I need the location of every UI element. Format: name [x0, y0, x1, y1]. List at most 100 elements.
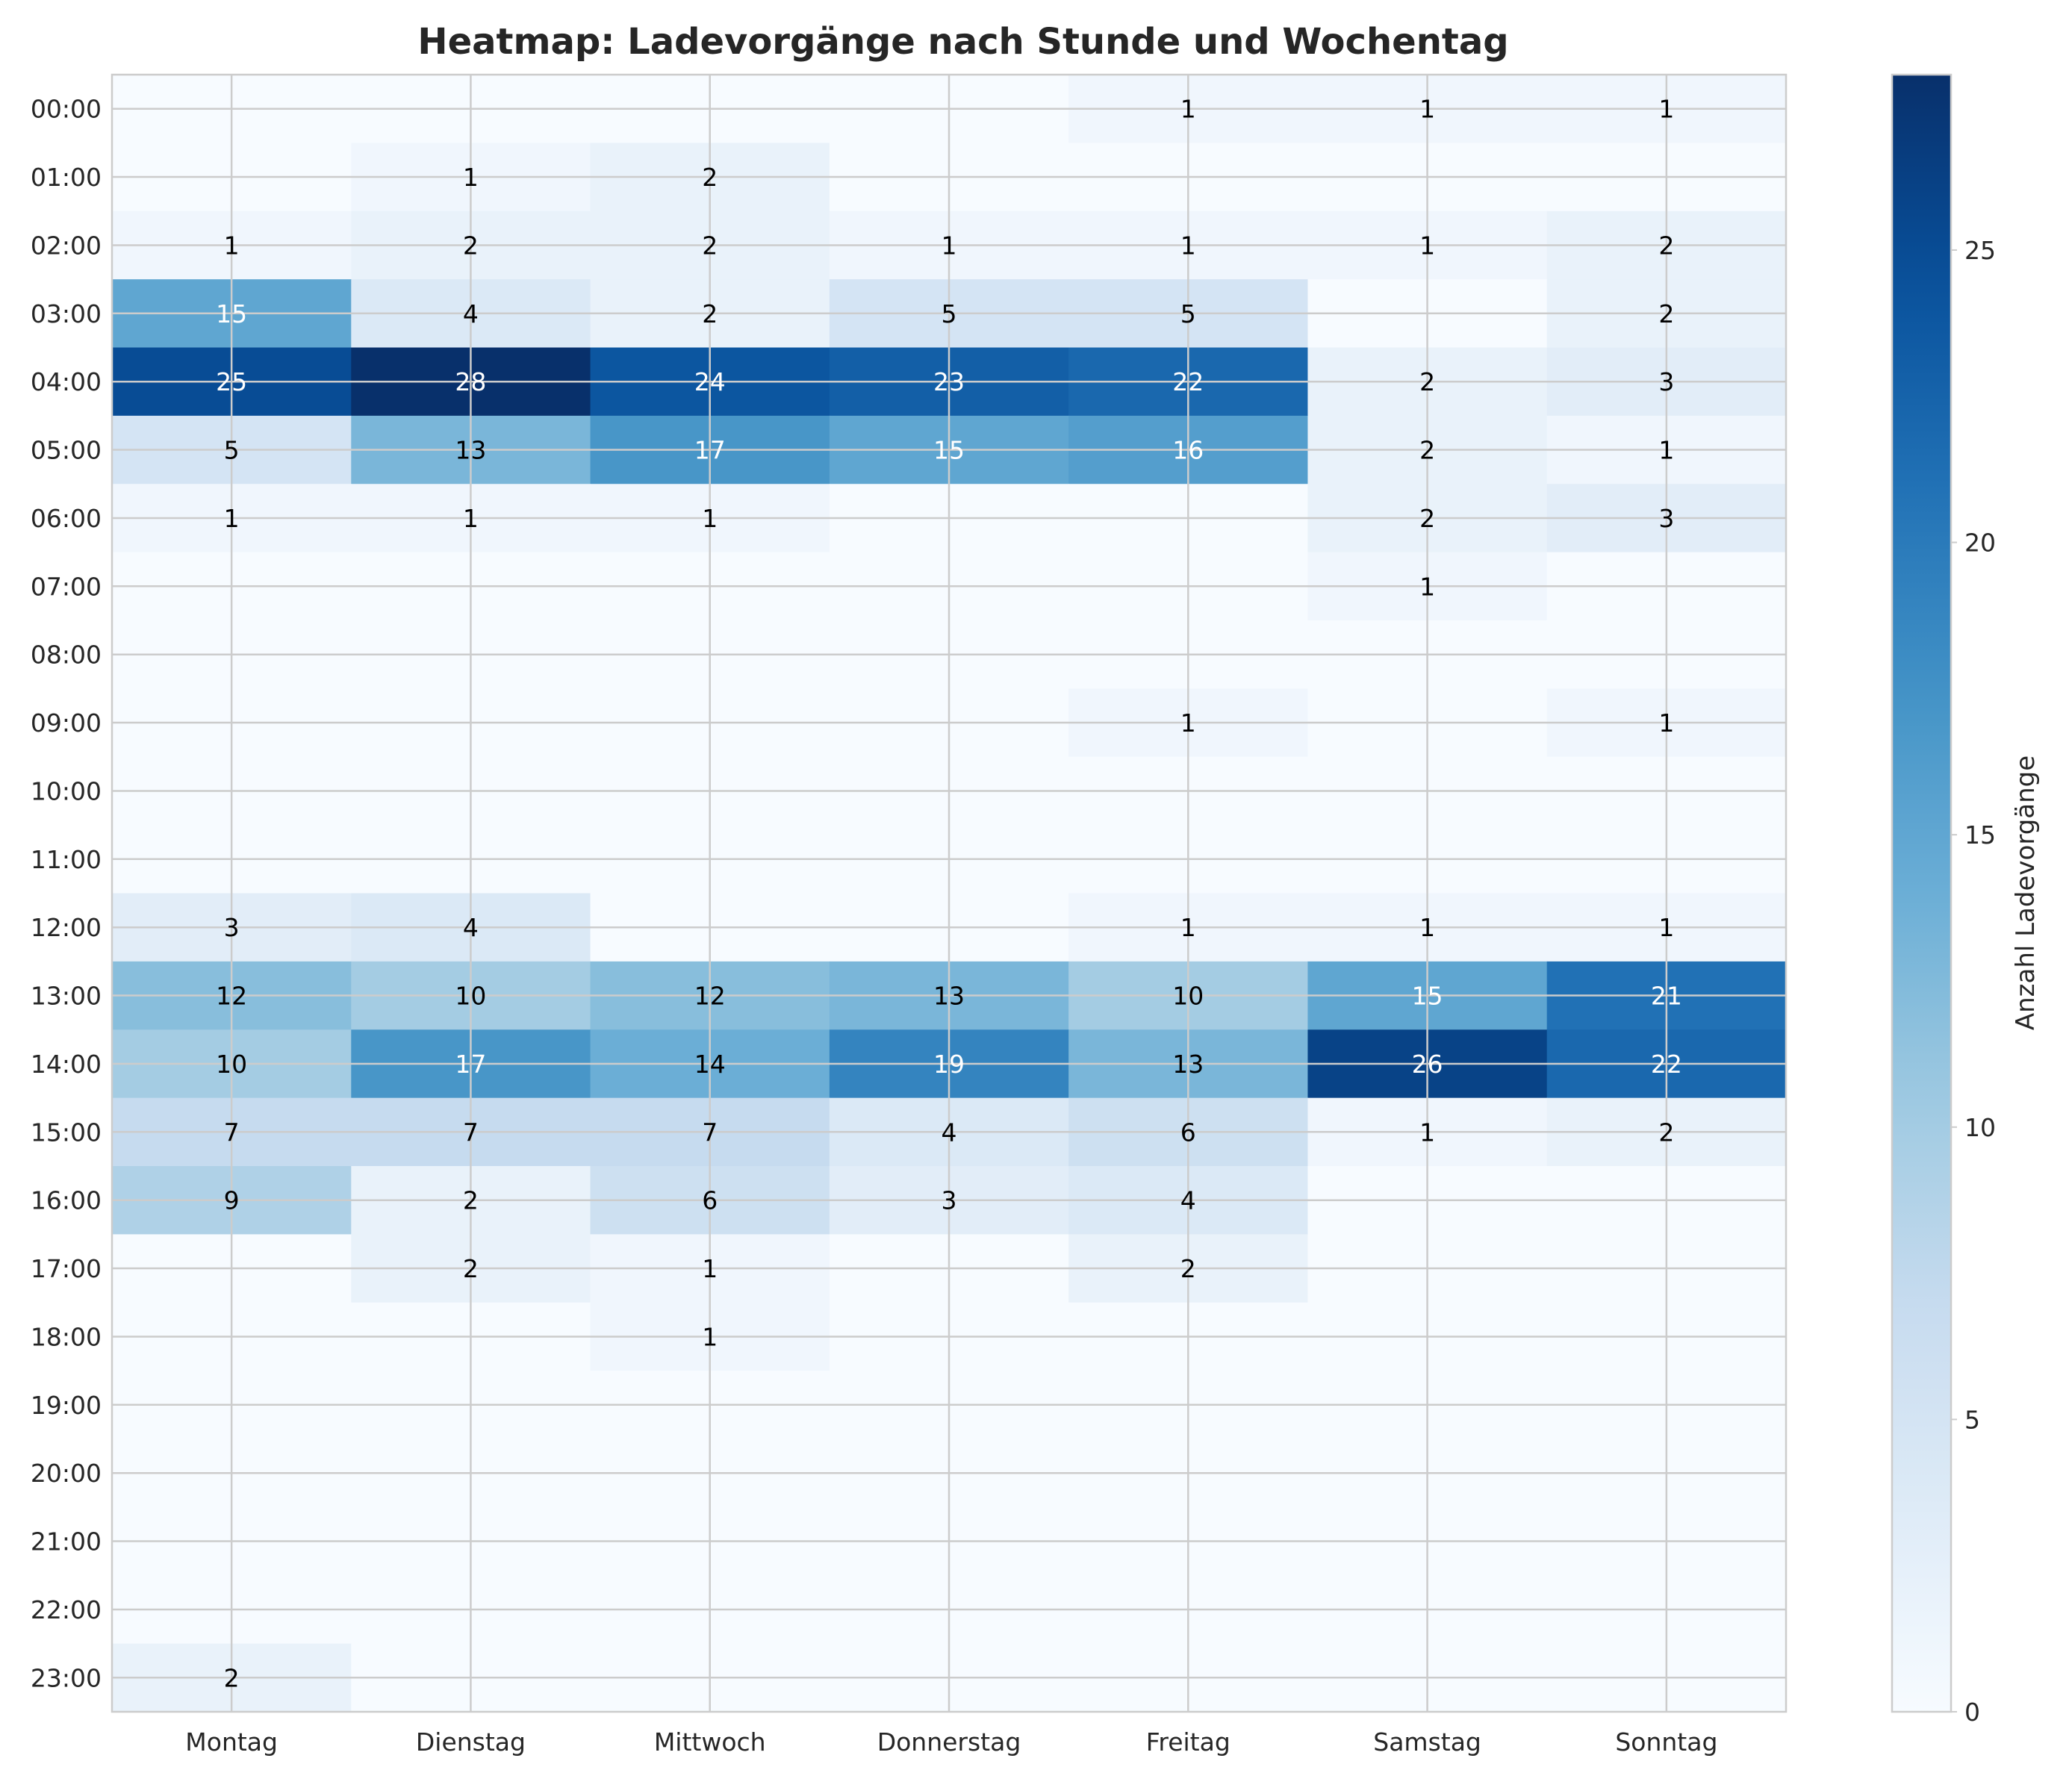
y-tick-label: 14:00 — [31, 1050, 102, 1079]
cell-value-label: 25 — [216, 367, 247, 396]
y-tick-label: 22:00 — [31, 1595, 102, 1624]
y-tick-label: 17:00 — [31, 1254, 102, 1283]
cell-value-label: 1 — [1658, 708, 1674, 738]
y-tick-label: 10:00 — [31, 776, 102, 805]
cell-value-label: 2 — [1180, 1254, 1196, 1283]
cell-value-label: 14 — [694, 1050, 726, 1079]
cell-value-label: 5 — [942, 299, 957, 328]
colorbar-tick-label: 10 — [1964, 1113, 1996, 1142]
cell-value-label: 23 — [933, 367, 965, 396]
colorbar-ticks: 0 5 10 15 20 25 — [1951, 236, 1996, 1727]
cell-value-label: 5 — [1180, 299, 1196, 328]
cell-value-label: 7 — [702, 1118, 718, 1147]
y-tick-label: 21:00 — [31, 1527, 102, 1556]
cell-value-label: 2 — [463, 231, 479, 260]
y-tick-label: 04:00 — [31, 367, 102, 396]
cell-value-label: 1 — [1658, 913, 1674, 942]
y-tick-label: 15:00 — [31, 1118, 102, 1147]
y-tick-label: 12:00 — [31, 913, 102, 942]
cell-value-label: 1 — [463, 163, 479, 192]
cell-value-label: 21 — [1651, 982, 1682, 1011]
cell-value-label: 2 — [702, 163, 718, 192]
cell-value-label: 5 — [224, 436, 240, 465]
y-tick-label: 01:00 — [31, 163, 102, 192]
y-axis-ticks: 00:00 01:00 02:00 03:00 04:00 05:00 06:00 07:00… — [31, 95, 102, 1693]
y-tick-label: 03:00 — [31, 299, 102, 328]
cell-value-label: 4 — [1180, 1186, 1196, 1215]
grid-lines — [112, 75, 1786, 1712]
y-tick-label: 18:00 — [31, 1322, 102, 1351]
cell-value-label: 10 — [455, 982, 486, 1011]
cell-value-label: 7 — [463, 1118, 479, 1147]
cell-value-label: 15 — [216, 299, 247, 328]
cell-value-label: 1 — [702, 1254, 718, 1283]
colorbar-tick-label: 20 — [1964, 529, 1996, 558]
y-tick-label: 09:00 — [31, 708, 102, 738]
cell-value-label: 2 — [1419, 504, 1435, 533]
cell-value-label: 2 — [702, 299, 718, 328]
cell-value-label: 28 — [455, 367, 486, 396]
y-tick-label: 20:00 — [31, 1459, 102, 1488]
cell-value-label: 1 — [1419, 572, 1435, 601]
x-tick-label: Mittwoch — [654, 1727, 766, 1757]
y-tick-label: 23:00 — [31, 1663, 102, 1692]
cell-value-label: 1 — [1180, 708, 1196, 738]
cell-value-label: 13 — [1172, 1050, 1204, 1079]
x-axis-ticks: Montag Dienstag Mittwoch Donnerstag Freitag S… — [185, 1727, 1717, 1757]
cell-value-label: 12 — [216, 982, 247, 1011]
cell-value-label: 2 — [1658, 1118, 1674, 1147]
cell-value-label: 4 — [463, 913, 479, 942]
cell-labels: 1 1 11 21 2 2 1 1 1 215 4 2 5 5 225 28 24 23 22 2 35 13 17 15 16… — [216, 95, 1682, 1693]
y-tick-label: 07:00 — [31, 572, 102, 601]
cell-value-label: 16 — [1172, 436, 1204, 465]
colorbar-tick-label: 0 — [1964, 1698, 1980, 1727]
cell-value-label: 22 — [1651, 1050, 1682, 1079]
cell-value-label: 1 — [702, 1322, 718, 1351]
cell-value-label: 10 — [1172, 982, 1204, 1011]
cell-value-label: 10 — [216, 1050, 247, 1079]
cell-value-label: 3 — [1658, 367, 1674, 396]
cell-value-label: 9 — [224, 1186, 240, 1215]
y-tick-label: 16:00 — [31, 1186, 102, 1215]
cell-value-label: 3 — [942, 1186, 957, 1215]
y-tick-label: 00:00 — [31, 95, 102, 124]
cell-value-label: 15 — [1412, 982, 1443, 1011]
cell-value-label: 17 — [455, 1050, 486, 1079]
cell-value-label: 15 — [933, 436, 965, 465]
cell-value-label: 1 — [224, 504, 240, 533]
x-tick-label: Montag — [185, 1727, 278, 1757]
colorbar-tick-label: 15 — [1964, 820, 1996, 850]
y-tick-label: 11:00 — [31, 845, 102, 874]
cell-value-label: 22 — [1172, 367, 1204, 396]
plot-frame — [111, 73, 1788, 1713]
cell-value-label: 1 — [1658, 95, 1674, 124]
cell-value-label: 19 — [933, 1050, 965, 1079]
cell-value-label: 2 — [224, 1663, 240, 1692]
cell-value-label: 1 — [1180, 231, 1196, 260]
y-tick-label: 19:00 — [31, 1391, 102, 1420]
y-tick-label: 02:00 — [31, 231, 102, 260]
cell-value-label: 2 — [1658, 231, 1674, 260]
cell-value-label: 13 — [933, 982, 965, 1011]
cell-value-label: 13 — [455, 436, 486, 465]
chart-title: Heatmap: Ladevorgänge nach Stunde und Wo… — [417, 21, 1508, 63]
colorbar — [1891, 73, 1953, 1713]
colorbar-tick-label: 25 — [1964, 236, 1996, 265]
cell-value-label: 2 — [1658, 299, 1674, 328]
cell-value-label: 12 — [694, 982, 726, 1011]
cell-value-label: 2 — [463, 1186, 479, 1215]
cell-value-label: 1 — [942, 231, 957, 260]
x-tick-label: Samstag — [1373, 1727, 1481, 1757]
cell-value-label: 1 — [1419, 913, 1435, 942]
x-tick-label: Donnerstag — [877, 1727, 1021, 1757]
cell-value-label: 1 — [1180, 913, 1196, 942]
cell-value-label: 2 — [1419, 436, 1435, 465]
cell-value-label: 1 — [702, 504, 718, 533]
cell-value-label: 1 — [463, 504, 479, 533]
cell-value-label: 2 — [1419, 367, 1435, 396]
cell-value-label: 1 — [1658, 436, 1674, 465]
cell-value-label: 4 — [942, 1118, 957, 1147]
cell-value-label: 3 — [224, 913, 240, 942]
colorbar-tick-label: 5 — [1964, 1405, 1980, 1434]
